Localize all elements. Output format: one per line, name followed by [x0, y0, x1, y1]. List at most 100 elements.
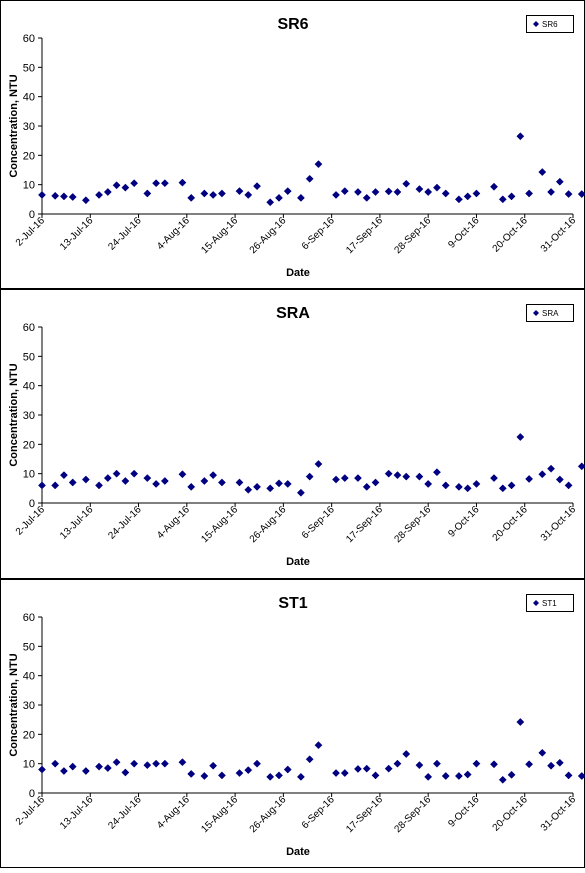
data-point	[564, 190, 573, 199]
y-axis-label: Concentration, NTU	[8, 653, 20, 756]
data-point	[235, 769, 244, 778]
data-point	[564, 481, 573, 490]
data-point	[51, 191, 60, 200]
y-tick-label: 20	[23, 729, 35, 741]
legend: SR6	[526, 15, 574, 33]
chart-panel-st1: ST1 0 10 20 30 40 50 60 2-Jul-16 13-Jul-16 24-Jul-…	[0, 579, 585, 868]
y-tick-label: 40	[23, 671, 35, 683]
data-point	[384, 764, 393, 773]
data-point	[564, 771, 573, 780]
data-point	[112, 758, 121, 767]
data-point	[402, 750, 411, 758]
y-tick-label: 10	[23, 180, 35, 192]
data-point	[472, 189, 481, 198]
data-point	[209, 471, 218, 480]
data-point	[143, 189, 152, 198]
panel-border	[0, 579, 585, 868]
data-point	[178, 758, 187, 767]
data-point	[314, 160, 323, 169]
y-tick-label: 30	[23, 700, 35, 712]
legend-marker	[533, 310, 539, 316]
data-point	[498, 484, 507, 493]
data-point	[296, 193, 305, 202]
data-point	[362, 482, 371, 491]
data-point	[454, 482, 463, 491]
data-point	[463, 770, 472, 779]
data-point	[354, 474, 362, 483]
data-point	[296, 772, 305, 781]
data-point	[51, 759, 60, 768]
data-point	[424, 479, 433, 488]
data-point	[314, 741, 323, 750]
legend-box	[526, 304, 574, 322]
data-point	[130, 469, 139, 478]
data-point	[354, 764, 362, 773]
data-point	[415, 472, 424, 481]
data-point	[235, 478, 244, 487]
y-tick-label: 60	[23, 322, 35, 334]
data-point	[525, 189, 534, 198]
data-point	[283, 187, 292, 196]
data-point	[538, 470, 547, 479]
data-point	[332, 769, 340, 778]
data-point	[424, 188, 433, 196]
data-point	[95, 481, 104, 490]
y-tick-label: 50	[23, 351, 35, 363]
data-point	[121, 183, 130, 192]
data-point	[393, 188, 402, 196]
data-point	[577, 462, 585, 471]
data-point	[160, 179, 169, 188]
data-point	[103, 188, 112, 196]
chart-title: SR6	[277, 16, 308, 33]
chart-title: SRA	[276, 305, 310, 322]
y-tick-label: 0	[29, 498, 35, 510]
data-point	[393, 759, 402, 768]
data-point	[200, 189, 209, 198]
data-point	[187, 769, 196, 778]
data-point	[38, 765, 46, 774]
data-point	[424, 772, 433, 781]
data-point	[187, 482, 196, 491]
y-tick-label: 40	[23, 381, 35, 393]
data-point	[283, 479, 292, 488]
y-tick-label: 50	[23, 62, 35, 74]
data-point	[217, 478, 226, 487]
data-point	[253, 759, 261, 768]
y-tick-label: 50	[23, 641, 35, 653]
data-point	[393, 471, 402, 480]
data-point	[152, 179, 161, 188]
data-point	[275, 771, 283, 780]
y-tick-label: 0	[29, 788, 35, 800]
legend-box	[526, 15, 574, 33]
y-tick-label: 60	[23, 33, 35, 45]
data-point	[498, 195, 507, 204]
legend: SRA	[526, 304, 574, 322]
data-point	[538, 168, 547, 177]
data-point	[577, 190, 585, 199]
data-point	[143, 761, 152, 770]
data-point	[200, 477, 209, 485]
legend-box	[526, 594, 574, 612]
data-point	[555, 177, 564, 186]
data-point	[95, 190, 104, 199]
data-point	[454, 772, 463, 780]
data-point	[275, 479, 283, 488]
y-tick-label: 40	[23, 92, 35, 104]
data-point	[490, 474, 498, 483]
data-point	[305, 755, 314, 764]
data-point	[275, 193, 283, 202]
y-tick-label: 60	[23, 612, 35, 624]
y-tick-label: 10	[23, 469, 35, 481]
data-point	[121, 768, 130, 777]
data-point	[112, 181, 121, 190]
data-point	[507, 481, 516, 490]
data-point	[490, 760, 498, 769]
data-point	[555, 475, 564, 484]
chart-title: ST1	[278, 595, 307, 612]
data-point	[362, 193, 371, 202]
data-point	[95, 762, 104, 771]
data-point	[59, 767, 68, 775]
